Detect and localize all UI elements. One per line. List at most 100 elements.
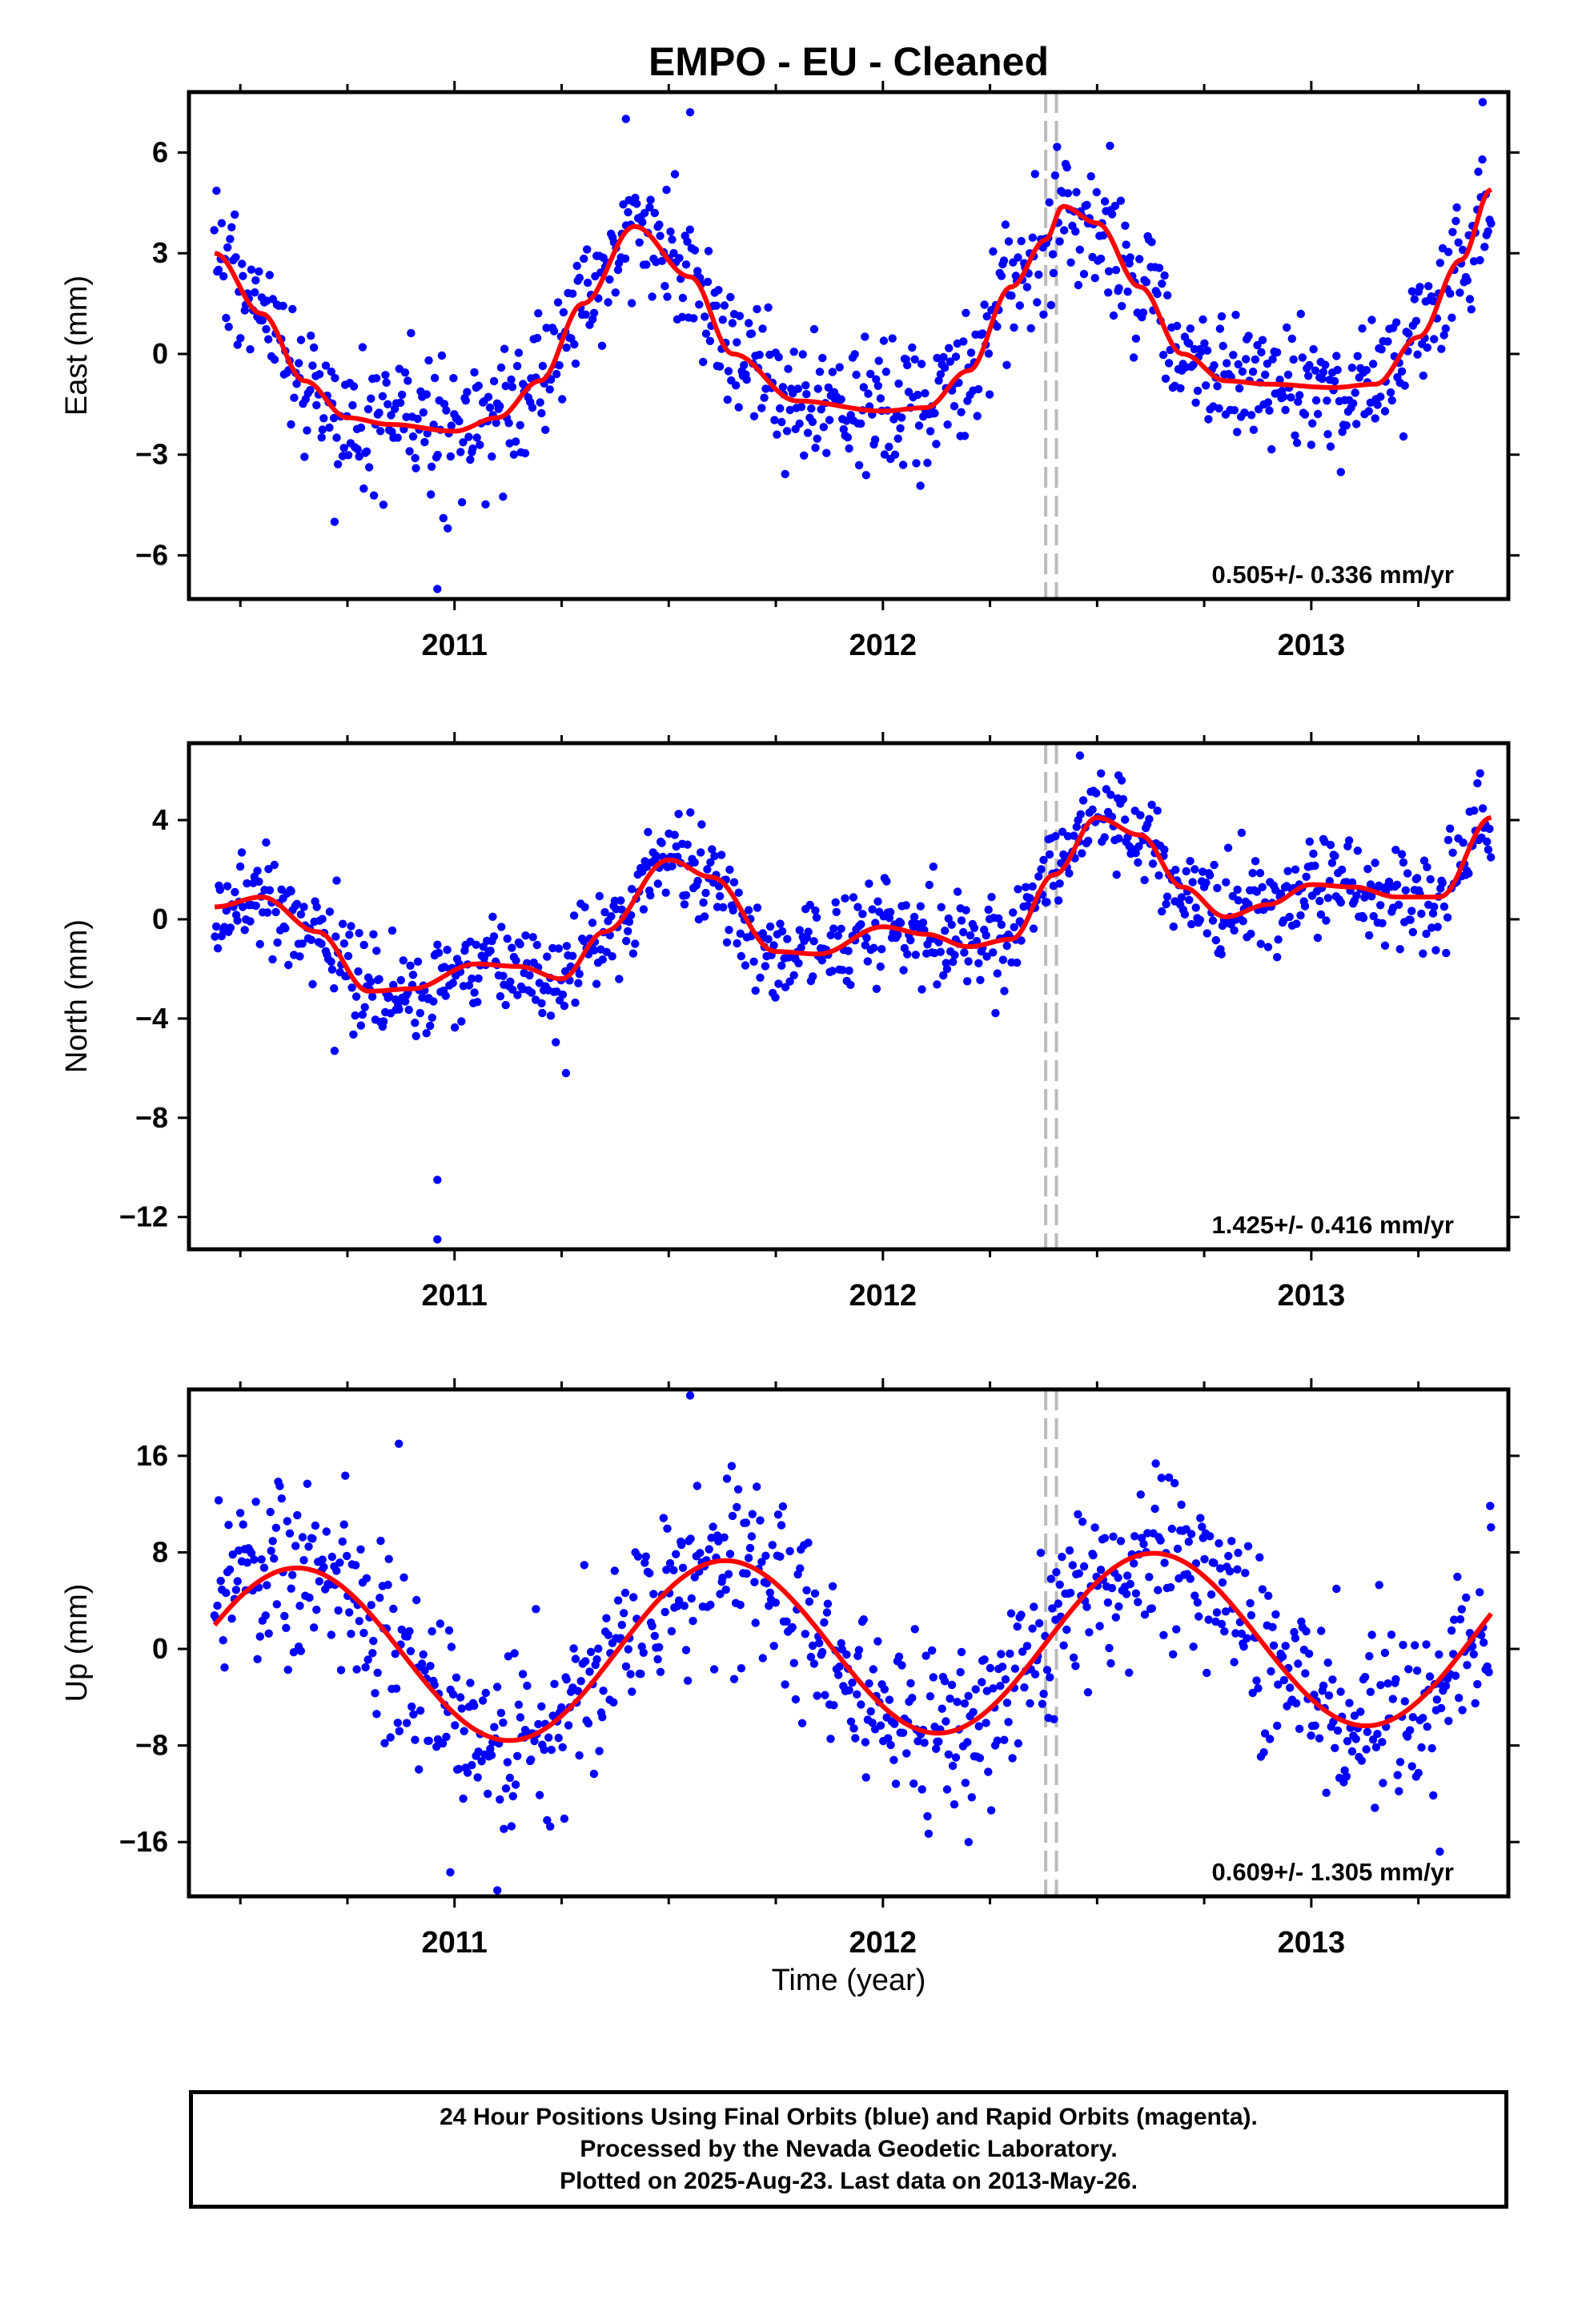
data-point [964,1691,973,1700]
data-point [809,972,817,981]
data-point [1001,220,1010,229]
data-point [581,1657,590,1666]
y-axis-title: East (mm) [60,275,94,416]
data-point [1366,880,1375,889]
data-point [683,237,692,246]
data-point [1471,1699,1480,1708]
data-point [530,1736,539,1746]
data-point [407,328,416,338]
data-point [282,1623,291,1633]
data-point [332,1566,341,1575]
data-point [1106,1659,1115,1668]
data-point [214,265,223,275]
data-point [1177,1500,1186,1510]
data-point [1241,1569,1250,1578]
data-point [657,838,666,847]
data-point [1283,866,1292,876]
data-point [685,1391,695,1400]
data-point [1076,810,1086,818]
data-point [1300,410,1310,419]
data-point [831,898,840,907]
x-tick-label: 2011 [422,629,488,662]
data-point [1377,345,1386,354]
data-point [1316,910,1326,919]
data-point [1036,1548,1046,1558]
data-point [1170,1478,1179,1488]
data-point [1002,941,1011,951]
data-point [986,1806,996,1815]
data-point [944,1750,954,1759]
data-point [1107,1583,1117,1593]
data-point [1392,880,1402,890]
data-point [1367,892,1376,901]
data-point [1256,939,1266,948]
data-point [620,1609,628,1618]
data-point [747,329,757,338]
data-point [1274,935,1283,944]
data-point [1267,444,1276,454]
data-point [1131,334,1141,343]
data-point [1208,916,1218,925]
data-point [1106,790,1115,799]
data-point [1401,886,1411,895]
data-point [1134,842,1143,851]
data-point [1291,431,1299,440]
data-point [575,1751,584,1760]
data-point [1456,288,1464,297]
data-point [443,945,452,955]
data-point [433,1235,442,1244]
data-point [1412,1667,1422,1675]
data-point [212,187,221,195]
data-point [1457,1605,1467,1614]
data-point [492,1683,502,1691]
data-point [947,920,956,929]
data-point [1158,351,1168,360]
data-point [1026,1699,1034,1708]
x-tick-label: 2012 [849,1279,917,1313]
data-point [571,998,580,1007]
data-point [404,1005,413,1015]
data-point [1013,958,1022,967]
data-point [641,1552,650,1561]
data-point [1407,287,1417,296]
data-point [717,850,726,859]
data-point [422,1029,431,1038]
data-point [327,1630,335,1639]
data-point [678,293,688,303]
data-point [778,383,788,392]
data-point [325,907,335,916]
data-point [384,991,393,1001]
data-point [1395,1787,1403,1795]
y-tick-label: −12 [119,1200,168,1233]
data-point [810,1589,820,1598]
data-point [1204,415,1213,424]
data-point [265,271,274,279]
data-point [1078,796,1088,805]
data-point [908,343,917,352]
data-point [1345,1699,1354,1707]
data-point [1446,824,1455,833]
data-point [375,975,383,983]
data-point [789,1659,798,1667]
data-point [1002,1699,1012,1707]
data-point [956,1667,965,1677]
data-point [272,1600,281,1609]
data-point [442,1732,451,1741]
data-point [1114,771,1123,780]
data-point [1034,1618,1044,1628]
data-point [1243,1542,1253,1551]
data-point [1278,1652,1287,1661]
data-point [926,427,935,436]
data-point [1161,374,1170,383]
data-point [361,1663,370,1672]
data-point [590,946,599,955]
data-point [681,891,691,900]
data-point [697,848,705,857]
data-point [1324,1691,1334,1700]
data-point [1400,381,1409,390]
data-point [358,343,367,352]
data-point [1103,1598,1113,1607]
data-point [1022,1642,1032,1651]
data-point [558,990,568,999]
data-point [982,1719,990,1727]
